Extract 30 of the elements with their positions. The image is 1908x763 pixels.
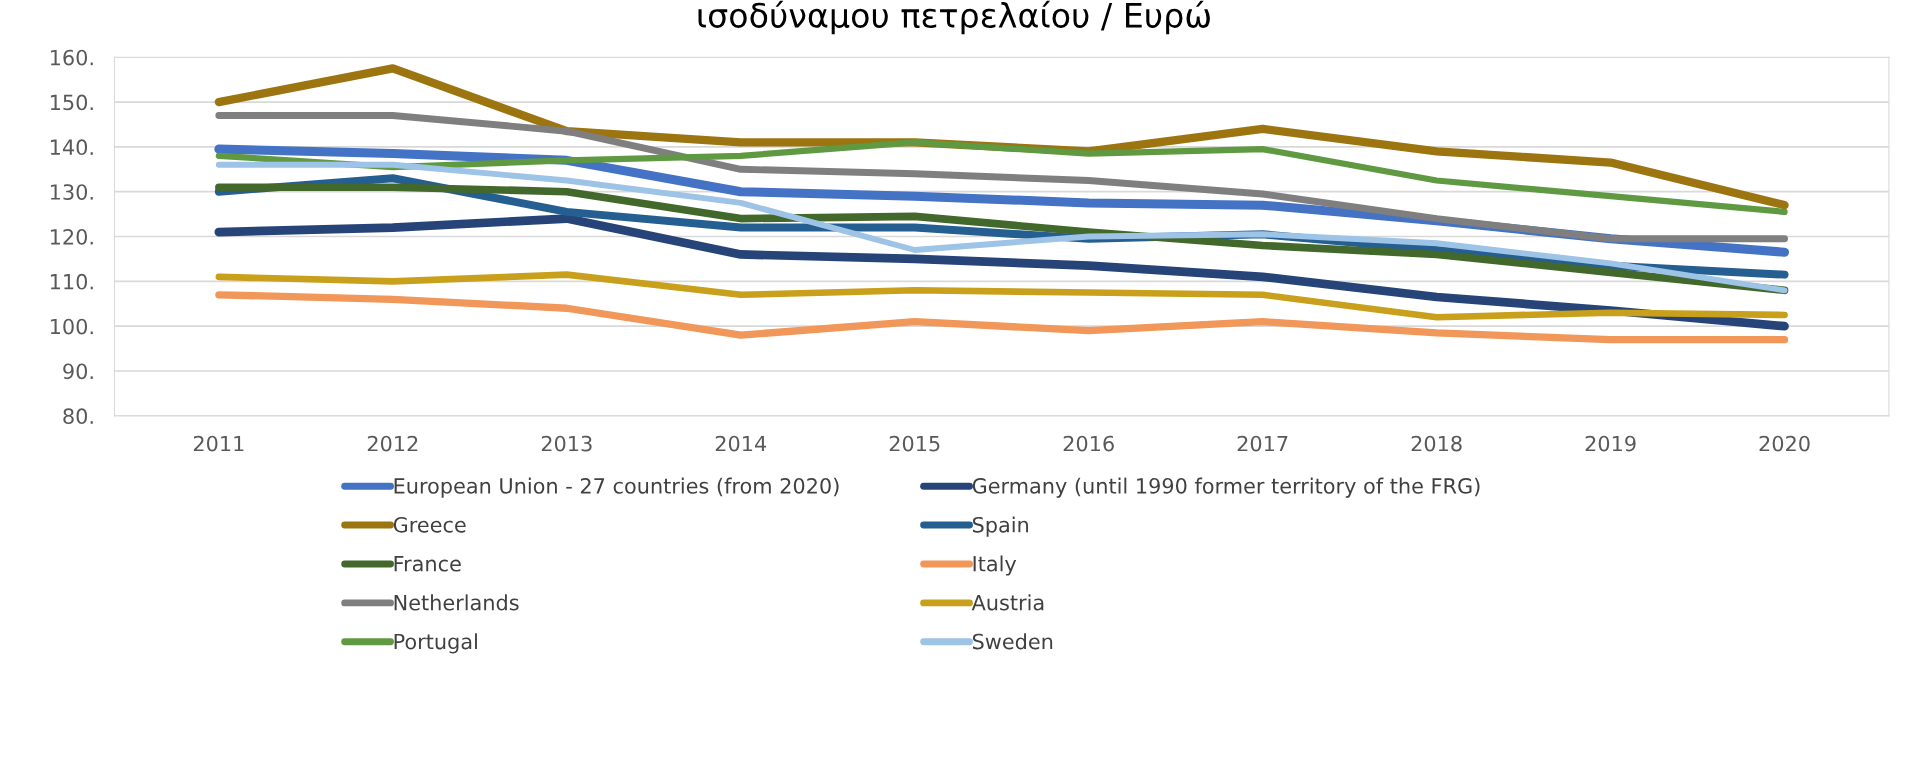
legend-label: Italy: [973, 555, 1017, 576]
x-tick-label: 2014: [715, 435, 767, 452]
legend-label: Greece: [393, 516, 466, 533]
y-tick-label: 160.: [50, 49, 93, 66]
x-tick-label: 2019: [1585, 435, 1636, 452]
legend-label: Sweden: [972, 633, 1053, 650]
x-tick-label: 2020: [1759, 435, 1810, 452]
legend-label: Spain: [972, 516, 1028, 537]
x-tick-label: 2015: [889, 435, 940, 452]
x-tick-label: 2018: [1411, 435, 1462, 452]
x-tick-label: 2017: [1237, 435, 1288, 452]
y-tick-label: 140.: [50, 139, 93, 156]
x-tick-label: 2013: [541, 435, 592, 452]
legend-label: European Union - 27 countries (from 2020): [394, 477, 839, 498]
legend-label: Germany (until 1990 former territory of the FRG): [972, 477, 1480, 498]
legend-label: Portugal: [394, 633, 477, 654]
chart-title: ισοδύναμου πετρελαίου / Ευρώ: [698, 0, 1210, 35]
y-tick-label: 90.: [63, 363, 93, 380]
x-tick-label: 2012: [367, 435, 418, 452]
y-tick-label: 150.: [50, 94, 93, 111]
legend-label: France: [394, 556, 461, 572]
y-tick-label: 110.: [50, 273, 93, 290]
y-tick-label: 120.: [50, 228, 93, 245]
y-tick-label: 130.: [50, 184, 93, 200]
legend-label: Austria: [971, 594, 1044, 611]
y-tick-label: 80.: [63, 408, 93, 425]
x-tick-label: 2016: [1063, 435, 1114, 452]
y-tick-label: 100.: [50, 318, 93, 335]
x-tick-label: 2011: [193, 435, 244, 452]
legend-label: Netherlands: [394, 594, 519, 611]
